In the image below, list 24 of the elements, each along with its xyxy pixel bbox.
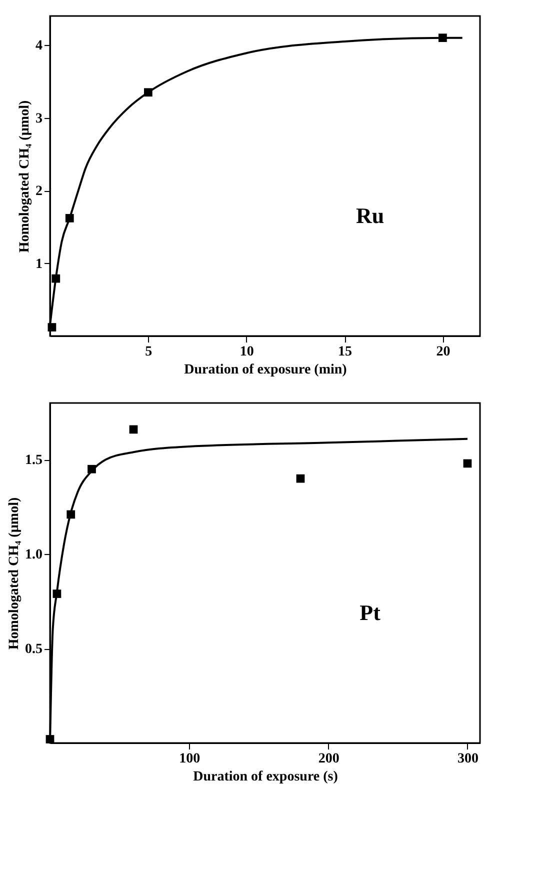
- x-tick-label: 300: [457, 752, 478, 766]
- x-axis-title: Duration of exposure (min): [184, 362, 348, 378]
- x-tick-label: 100: [179, 752, 200, 766]
- point: [129, 425, 138, 434]
- annotation: Ru: [356, 203, 384, 228]
- x-tick-label: 5: [145, 344, 152, 360]
- y-tick-label: 4: [36, 38, 42, 54]
- x-tick-label: 10: [240, 344, 254, 360]
- y-tick-label: 1.5: [25, 453, 42, 468]
- y-axis-title: Homologated CH₄ (µmol): [18, 100, 32, 253]
- y-tick-label: 1.0: [25, 548, 42, 563]
- x-tick-label: 20: [436, 344, 450, 360]
- x-tick-label: 15: [338, 344, 352, 360]
- point: [296, 474, 305, 483]
- y-axis-title: Homologated CH₄ (µmol): [7, 497, 22, 650]
- y-tick-label: 2: [36, 184, 42, 200]
- x-tick-label: 200: [318, 752, 340, 766]
- x-axis-title: Duration of exposure (s): [193, 770, 338, 784]
- y-tick-label: 0.5: [25, 642, 42, 658]
- point: [48, 323, 56, 332]
- point: [463, 459, 472, 468]
- y-tick-label: 3: [36, 111, 42, 126]
- y-tick-label: 1: [36, 256, 42, 272]
- annotation: Pt: [360, 600, 382, 625]
